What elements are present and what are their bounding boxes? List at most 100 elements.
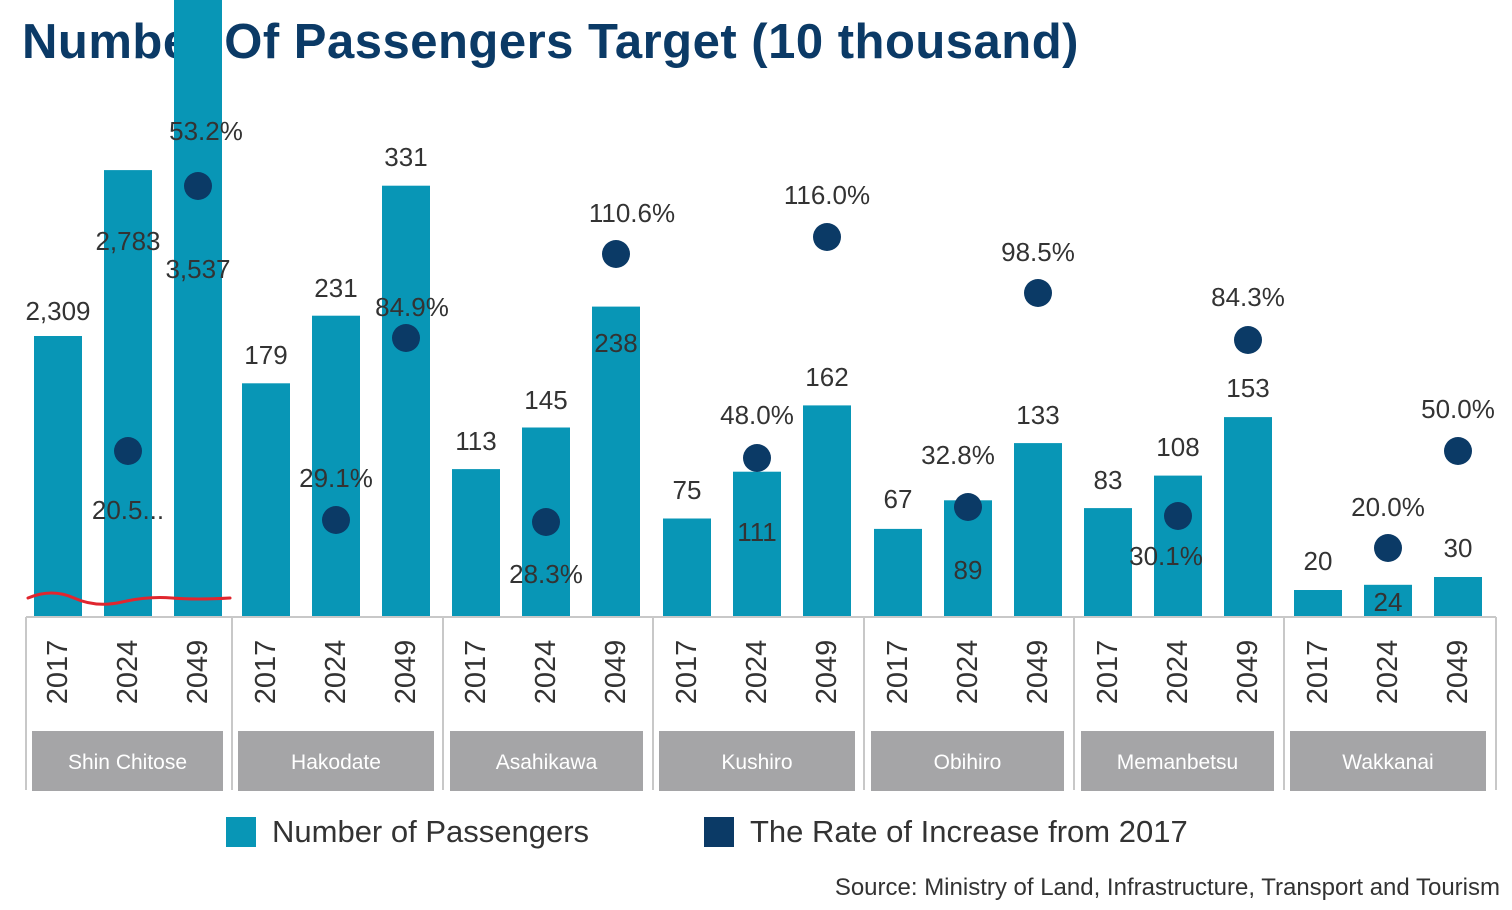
bar-kushiro-2024 [733, 471, 781, 616]
bar-value-label: 113 [455, 426, 496, 456]
category-box [659, 731, 855, 791]
axis-break-mark [26, 591, 232, 606]
axis-break-group [26, 591, 232, 606]
category-labels: Shin Chitose Hakodate Asahikawa Kushiro Obih… [32, 731, 1486, 791]
rate-value-label: 28.3% [509, 559, 583, 589]
rate-value-label: 98.5% [1001, 237, 1075, 267]
bar-obihiro-2049 [1014, 443, 1062, 616]
category-label: Shin Chitose [68, 751, 187, 774]
rate-dot-wakkanai-2049 [1444, 437, 1472, 465]
bar-value-label: 238 [594, 328, 637, 358]
category-box [32, 731, 223, 791]
category-box [1081, 731, 1274, 791]
year-tick-labels: 2017 2024 2049 2017 2024 2049 2017 2024 2049 2017… [42, 640, 1474, 705]
rate-dot-shin-chitose-2024 [114, 437, 142, 465]
year-tick-label: 2017 [882, 640, 914, 705]
bar-asahikawa-2049 [592, 306, 640, 616]
rate-dot-wakkanai-2024 [1374, 534, 1402, 562]
rate-dot-obihiro-2024 [954, 493, 982, 521]
bar-value-label: 89 [954, 555, 983, 585]
category-label: Memanbetsu [1117, 751, 1238, 774]
year-tick-label: 2024 [320, 640, 352, 705]
bar-wakkanai-2049 [1434, 577, 1482, 616]
bar-hakodate-2024 [312, 315, 360, 616]
year-tick-label: 2017 [42, 640, 74, 705]
rate-dot-kushiro-2049 [813, 223, 841, 251]
bar-wakkanai-2024 [1364, 584, 1412, 616]
year-tick-label: 2024 [952, 640, 984, 705]
bar-shin-chitose-2049 [174, 0, 222, 616]
bar-value-label: 331 [384, 142, 427, 172]
rate-dot-memanbetsu-2049 [1234, 326, 1262, 354]
year-tick-label: 2017 [1302, 640, 1334, 705]
category-label: Hakodate [291, 751, 381, 774]
rate-value-label: 116.0% [784, 180, 870, 210]
category-box [238, 731, 434, 791]
category-box [871, 731, 1064, 791]
bar-value-label: 111 [737, 517, 777, 547]
year-tick-label: 2017 [1092, 640, 1124, 705]
bar-asahikawa-2017 [452, 469, 500, 616]
year-tick-label: 2049 [182, 640, 214, 705]
year-tick-label: 2024 [1162, 640, 1194, 705]
legend-swatch-increase-rate [704, 817, 734, 847]
rate-value-label: 110.6% [589, 198, 675, 228]
legend-label-increase-rate: The Rate of Increase from 2017 [750, 814, 1188, 849]
rate-dot-asahikawa-2049 [602, 240, 630, 268]
category-label: Obihiro [934, 751, 1002, 774]
category-box [1290, 731, 1486, 791]
bar-hakodate-2017 [242, 383, 290, 616]
rate-value-label: 50.0% [1421, 394, 1495, 424]
bar-value-label: 231 [314, 273, 357, 303]
year-tick-label: 2024 [741, 640, 773, 705]
axis-lines [25, 616, 1497, 790]
year-tick-label: 2049 [811, 640, 843, 705]
year-tick-label: 2017 [671, 640, 703, 705]
bar-kushiro-2017 [663, 518, 711, 616]
rate-dot-hakodate-2049 [392, 324, 420, 352]
bar-kushiro-2049 [803, 405, 851, 616]
rate-value-label: 20.5... [92, 495, 164, 525]
year-tick-label: 2024 [1372, 640, 1404, 705]
year-tick-label: 2049 [1442, 640, 1474, 705]
bar-memanbetsu-2017 [1084, 508, 1132, 616]
dot-series [114, 172, 1472, 562]
category-label: Asahikawa [496, 751, 598, 774]
year-tick-label: 2024 [530, 640, 562, 705]
legend-label-passengers: Number of Passengers [272, 814, 590, 849]
year-tick-label: 2017 [250, 640, 282, 705]
bar-value-label: 83 [1094, 465, 1123, 495]
rate-dot-shin-chitose-2049 [184, 172, 212, 200]
year-tick-label: 2049 [1022, 640, 1054, 705]
rate-value-label: 20.0% [1351, 492, 1425, 522]
rate-value-label: 32.8% [921, 440, 995, 470]
rate-dot-hakodate-2024 [322, 506, 350, 534]
rate-value-label: 53.2% [169, 116, 243, 146]
year-tick-label: 2049 [600, 640, 632, 705]
bar-memanbetsu-2024 [1154, 475, 1202, 616]
bar-value-label: 2,309 [25, 296, 90, 326]
bar-value-label: 3,537 [165, 254, 230, 284]
bar-value-label: 179 [244, 340, 287, 370]
legend-item-passengers: Number of Passengers [226, 814, 589, 850]
legend-item-increase-rate: The Rate of Increase from 2017 [704, 814, 1188, 850]
category-label: Wakkanai [1342, 751, 1433, 774]
rate-value-label: 48.0% [720, 400, 794, 430]
year-tick-label: 2049 [390, 640, 422, 705]
bar-value-label: 153 [1226, 373, 1269, 403]
bar-shin-chitose-2017 [34, 336, 82, 616]
bar-shin-chitose-2024 [104, 170, 152, 616]
year-tick-label: 2017 [460, 640, 492, 705]
bar-obihiro-2017 [874, 528, 922, 616]
bar-value-label: 24 [1374, 587, 1403, 617]
rate-value-label: 84.9% [375, 292, 449, 322]
rate-dot-asahikawa-2024 [532, 508, 560, 536]
legend-swatch-passengers [226, 817, 256, 847]
rate-value-label: 84.3% [1211, 282, 1285, 312]
rate-dot-kushiro-2024 [743, 444, 771, 472]
bar-wakkanai-2017 [1294, 590, 1342, 616]
bar-value-label: 145 [524, 385, 567, 415]
bar-value-label: 30 [1444, 533, 1473, 563]
bar-value-label: 67 [884, 484, 913, 514]
